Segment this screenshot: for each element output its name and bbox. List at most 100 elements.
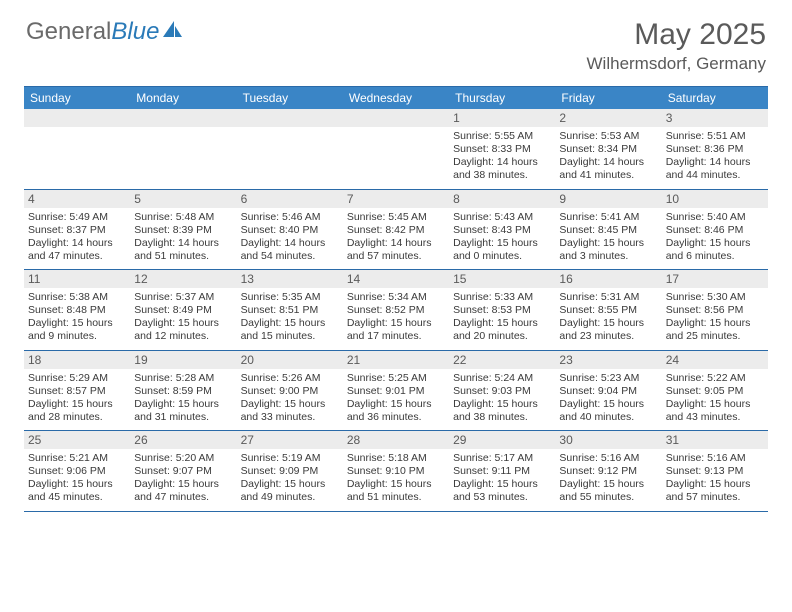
day-cell: 26Sunrise: 5:20 AMSunset: 9:07 PMDayligh… <box>130 431 236 511</box>
day-number <box>130 109 236 127</box>
day-cell: 27 Sunrise: 5:19 AMSunset: 9:09 PMDayligh… <box>237 431 343 511</box>
day-cell: 8Sunrise: 5:43 AMSunset: 8:43 PMDaylight… <box>449 190 555 270</box>
day-number: 4 <box>24 190 130 208</box>
daylight-line: Daylight: 15 hours and 49 minutes. <box>241 478 339 504</box>
sunset-line: Sunset: 8:43 PM <box>453 224 551 237</box>
day-number: 14 <box>343 270 449 288</box>
day-cell: 31 Sunrise: 5:16 AMSunset: 9:13 PMDayligh… <box>662 431 768 511</box>
day-number: 18 <box>24 351 130 369</box>
day-cell: 13Sunrise: 5:35 AMSunset: 8:51 PMDayligh… <box>237 270 343 350</box>
day-number: 17 <box>662 270 768 288</box>
day-cell <box>24 109 130 189</box>
day-cell: 14Sunrise: 5:34 AMSunset: 8:52 PMDayligh… <box>343 270 449 350</box>
daylight-line: Daylight: 15 hours and 3 minutes. <box>559 237 657 263</box>
sunrise-line: Sunrise: 5:22 AM <box>666 372 764 385</box>
daylight-line: Daylight: 15 hours and 20 minutes. <box>453 317 551 343</box>
day-cell: 20Sunrise: 5:26 AMSunset: 9:00 PMDayligh… <box>237 351 343 431</box>
daylight-line: Daylight: 15 hours and 23 minutes. <box>559 317 657 343</box>
sunset-line: Sunset: 8:39 PM <box>134 224 232 237</box>
day-number: 7 <box>343 190 449 208</box>
sunrise-line: Sunrise: 5:26 AM <box>241 372 339 385</box>
daylight-line: Daylight: 14 hours and 57 minutes. <box>347 237 445 263</box>
sunset-line: Sunset: 9:11 PM <box>453 465 551 478</box>
day-number: 16 <box>555 270 661 288</box>
sunset-line: Sunset: 9:05 PM <box>666 385 764 398</box>
day-number: 19 <box>130 351 236 369</box>
week-row: 11Sunrise: 5:38 AMSunset: 8:48 PMDayligh… <box>24 270 768 351</box>
daylight-line: Daylight: 14 hours and 41 minutes. <box>559 156 657 182</box>
sunrise-line: Sunrise: 5:30 AM <box>666 291 764 304</box>
dow-friday: Friday <box>555 87 661 109</box>
day-number: 6 <box>237 190 343 208</box>
day-number: 28 <box>343 431 449 449</box>
sunset-line: Sunset: 9:00 PM <box>241 385 339 398</box>
logo: GeneralBlue <box>26 18 183 46</box>
sunrise-line: Sunrise: 5:40 AM <box>666 211 764 224</box>
sunrise-line: Sunrise: 5:45 AM <box>347 211 445 224</box>
day-number: 26 <box>130 431 236 449</box>
daylight-line: Daylight: 14 hours and 54 minutes. <box>241 237 339 263</box>
day-number <box>343 109 449 127</box>
dow-row: SundayMondayTuesdayWednesdayThursdayFrid… <box>24 87 768 109</box>
daylight-line: Daylight: 15 hours and 25 minutes. <box>666 317 764 343</box>
daylight-line: Daylight: 15 hours and 57 minutes. <box>666 478 764 504</box>
sunset-line: Sunset: 9:03 PM <box>453 385 551 398</box>
day-cell: 11Sunrise: 5:38 AMSunset: 8:48 PMDayligh… <box>24 270 130 350</box>
calendar: SundayMondayTuesdayWednesdayThursdayFrid… <box>24 86 768 512</box>
sunset-line: Sunset: 8:34 PM <box>559 143 657 156</box>
day-number <box>24 109 130 127</box>
dow-thursday: Thursday <box>449 87 555 109</box>
day-number: 27 <box>237 431 343 449</box>
day-cell: 24 Sunrise: 5:22 AMSunset: 9:05 PMDayligh… <box>662 351 768 431</box>
sunrise-line: Sunrise: 5:53 AM <box>559 130 657 143</box>
day-number: 20 <box>237 351 343 369</box>
day-number: 10 <box>662 190 768 208</box>
day-cell: 9Sunrise: 5:41 AMSunset: 8:45 PMDaylight… <box>555 190 661 270</box>
daylight-line: Daylight: 15 hours and 15 minutes. <box>241 317 339 343</box>
sunrise-line: Sunrise: 5:19 AM <box>241 452 339 465</box>
sunset-line: Sunset: 9:06 PM <box>28 465 126 478</box>
day-cell: 17 Sunrise: 5:30 AMSunset: 8:56 PMDayligh… <box>662 270 768 350</box>
sunrise-line: Sunrise: 5:16 AM <box>559 452 657 465</box>
day-cell: 4Sunrise: 5:49 AMSunset: 8:37 PMDaylight… <box>24 190 130 270</box>
sunset-line: Sunset: 8:49 PM <box>134 304 232 317</box>
day-cell: 10Sunrise: 5:40 AMSunset: 8:46 PMDayligh… <box>662 190 768 270</box>
daylight-line: Daylight: 14 hours and 38 minutes. <box>453 156 551 182</box>
sunset-line: Sunset: 9:12 PM <box>559 465 657 478</box>
title-block: May 2025 Wilhermsdorf, Germany <box>587 18 766 74</box>
dow-tuesday: Tuesday <box>237 87 343 109</box>
daylight-line: Daylight: 15 hours and 43 minutes. <box>666 398 764 424</box>
sunset-line: Sunset: 9:04 PM <box>559 385 657 398</box>
day-number <box>237 109 343 127</box>
sunset-line: Sunset: 9:13 PM <box>666 465 764 478</box>
sunset-line: Sunset: 8:46 PM <box>666 224 764 237</box>
sunset-line: Sunset: 8:56 PM <box>666 304 764 317</box>
day-number: 31 <box>662 431 768 449</box>
daylight-line: Daylight: 15 hours and 12 minutes. <box>134 317 232 343</box>
sunset-line: Sunset: 8:59 PM <box>134 385 232 398</box>
sunset-line: Sunset: 9:09 PM <box>241 465 339 478</box>
week-row: 4Sunrise: 5:49 AMSunset: 8:37 PMDaylight… <box>24 190 768 271</box>
week-row: 1Sunrise: 5:55 AMSunset: 8:33 PMDaylight… <box>24 109 768 190</box>
sunset-line: Sunset: 8:52 PM <box>347 304 445 317</box>
day-number: 9 <box>555 190 661 208</box>
day-cell: 29Sunrise: 5:17 AMSunset: 9:11 PMDayligh… <box>449 431 555 511</box>
day-cell: 6Sunrise: 5:46 AMSunset: 8:40 PMDaylight… <box>237 190 343 270</box>
day-number: 23 <box>555 351 661 369</box>
daylight-line: Daylight: 14 hours and 47 minutes. <box>28 237 126 263</box>
week-row: 25Sunrise: 5:21 AMSunset: 9:06 PMDayligh… <box>24 431 768 512</box>
daylight-line: Daylight: 15 hours and 0 minutes. <box>453 237 551 263</box>
daylight-line: Daylight: 15 hours and 9 minutes. <box>28 317 126 343</box>
sunrise-line: Sunrise: 5:16 AM <box>666 452 764 465</box>
day-cell: 15Sunrise: 5:33 AMSunset: 8:53 PMDayligh… <box>449 270 555 350</box>
day-number: 29 <box>449 431 555 449</box>
day-cell: 28Sunrise: 5:18 AMSunset: 9:10 PMDayligh… <box>343 431 449 511</box>
sunrise-line: Sunrise: 5:24 AM <box>453 372 551 385</box>
sunrise-line: Sunrise: 5:46 AM <box>241 211 339 224</box>
day-cell: 25Sunrise: 5:21 AMSunset: 9:06 PMDayligh… <box>24 431 130 511</box>
sunset-line: Sunset: 9:07 PM <box>134 465 232 478</box>
day-cell: 2Sunrise: 5:53 AMSunset: 8:34 PMDaylight… <box>555 109 661 189</box>
sunrise-line: Sunrise: 5:17 AM <box>453 452 551 465</box>
month-title: May 2025 <box>587 18 766 52</box>
day-number: 24 <box>662 351 768 369</box>
